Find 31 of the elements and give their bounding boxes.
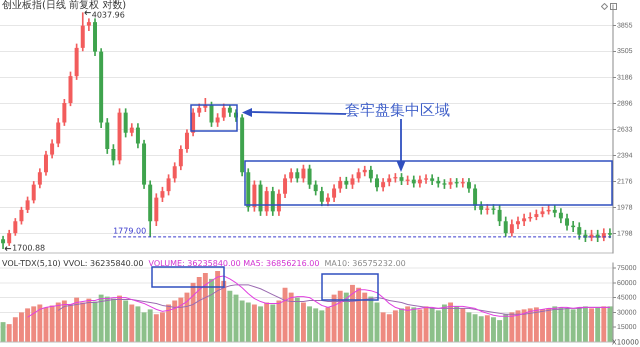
bar bbox=[484, 315, 490, 342]
ref-line-label: 1779.00 bbox=[113, 226, 146, 236]
bar bbox=[589, 308, 594, 342]
bar bbox=[399, 308, 404, 342]
bar bbox=[405, 306, 410, 342]
bar bbox=[448, 302, 454, 342]
annotation: MA10: 36575232.00 bbox=[324, 259, 406, 268]
bar bbox=[601, 306, 606, 342]
bar bbox=[0, 322, 6, 342]
chart-title: 创业板指(日线 前复权 对数) bbox=[2, 0, 126, 11]
bar bbox=[129, 304, 134, 342]
bar bbox=[454, 306, 460, 342]
bar bbox=[270, 304, 276, 342]
chart-title: VOL-TDX(5,10) VVOL: 36235840.00 bbox=[2, 259, 144, 268]
annotation: 4037.96 bbox=[92, 10, 125, 20]
annotation: 1700.88 bbox=[12, 244, 46, 253]
bar bbox=[344, 292, 349, 342]
annotation: 套牢盘集中区域 bbox=[345, 101, 450, 120]
bar bbox=[460, 308, 466, 342]
bar bbox=[117, 296, 122, 342]
candlestick bbox=[448, 178, 453, 189]
bar bbox=[123, 300, 128, 342]
bar bbox=[300, 302, 306, 342]
bar bbox=[252, 304, 257, 342]
bar bbox=[209, 278, 214, 342]
bar bbox=[595, 307, 600, 342]
annotation: VOLUME: 36235840.00 MA5: 36856216.00 bbox=[148, 259, 320, 268]
bar bbox=[258, 306, 263, 342]
bar bbox=[607, 306, 612, 342]
bar bbox=[264, 302, 270, 342]
bar bbox=[294, 298, 300, 342]
